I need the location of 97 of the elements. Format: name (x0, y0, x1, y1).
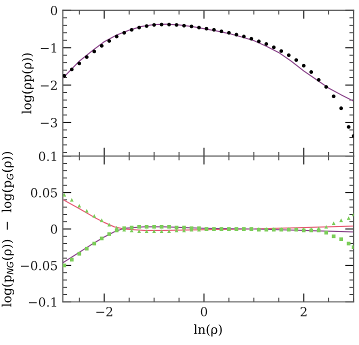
point (197, 26, 201, 30)
point (70, 68, 74, 72)
y-tick-label: 0.05 (30, 188, 57, 198)
point (100, 236, 104, 240)
point (339, 106, 343, 110)
point (137, 229, 141, 234)
point (332, 234, 336, 238)
point (346, 242, 350, 246)
y-tick-label: −3 (40, 118, 58, 128)
point (346, 125, 350, 129)
point (324, 85, 328, 89)
point (137, 224, 141, 229)
point (122, 30, 126, 35)
point (190, 24, 194, 28)
y-tick-label: −2 (40, 80, 57, 90)
point (212, 28, 216, 32)
point (257, 40, 261, 44)
point (130, 28, 134, 32)
point (174, 23, 178, 27)
point (92, 50, 96, 54)
point (100, 218, 104, 222)
point (339, 218, 343, 222)
point (137, 26, 141, 30)
point (316, 78, 321, 82)
point (212, 227, 216, 231)
point (182, 24, 186, 28)
point (130, 226, 134, 230)
y-axis-title: log(p$_{NG}$(ρ)) − log(p$_{G}$(ρ)) (2, 152, 14, 307)
point (182, 226, 186, 230)
point (250, 36, 254, 41)
point (309, 70, 314, 74)
point (167, 224, 171, 229)
y-tick-label: 0 (50, 224, 58, 234)
point (77, 252, 82, 256)
x-axis-title: ln(ρ) (194, 324, 222, 336)
y-tick-label: 0 (50, 6, 58, 16)
x-tick-label: −2 (96, 306, 112, 316)
point (70, 258, 74, 262)
y-tick-label: −0.05 (20, 260, 57, 270)
point (242, 34, 246, 38)
point (114, 34, 119, 38)
point (324, 224, 328, 229)
point (84, 246, 89, 251)
point (332, 94, 336, 98)
point (234, 32, 238, 36)
y-axis-title: log(ρp(ρ)) (22, 53, 34, 114)
line-series (62, 24, 354, 102)
point (160, 229, 164, 234)
y-tick-label: −1 (40, 43, 56, 52)
point (62, 264, 66, 268)
point (100, 44, 104, 48)
point (144, 24, 148, 28)
point (204, 26, 208, 30)
x-tick-label: 0 (200, 306, 208, 316)
x-tick-label: 2 (300, 306, 306, 316)
point (302, 64, 306, 68)
point (160, 22, 164, 26)
point (167, 229, 171, 234)
point (167, 22, 171, 26)
point (294, 58, 298, 62)
point (182, 228, 186, 232)
point (332, 221, 336, 225)
point (107, 39, 112, 43)
point (92, 214, 96, 218)
point (152, 224, 156, 229)
point (144, 229, 148, 234)
point (144, 224, 148, 229)
point (160, 224, 164, 229)
point (152, 23, 156, 27)
point (279, 49, 284, 53)
point (324, 230, 328, 234)
point (272, 46, 276, 50)
point (286, 53, 291, 58)
point (227, 30, 231, 35)
point (316, 228, 321, 232)
point (114, 228, 119, 232)
point (264, 42, 268, 46)
point (220, 29, 224, 34)
y-tick-label: 0.1 (38, 152, 56, 162)
point (62, 192, 66, 197)
y-tick-label: −0.1 (28, 297, 56, 307)
point (107, 232, 112, 236)
point (174, 228, 178, 232)
point (70, 198, 74, 202)
point (346, 216, 350, 220)
point (84, 55, 89, 59)
point (92, 242, 96, 246)
point (339, 237, 343, 242)
point (77, 62, 82, 66)
point (84, 208, 89, 213)
point (107, 222, 112, 226)
point (130, 228, 134, 232)
point (152, 229, 156, 234)
point (77, 204, 82, 208)
point (174, 226, 178, 230)
point (62, 74, 66, 78)
line-series (62, 199, 354, 232)
